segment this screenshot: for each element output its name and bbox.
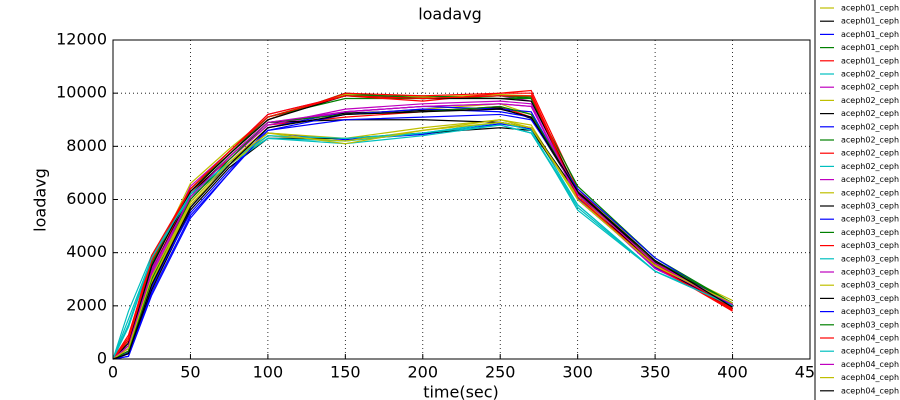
legend-label: aceph03_ceph [841, 268, 899, 277]
legend-label: aceph03_ceph [841, 254, 899, 263]
legend-label: aceph03_ceph [841, 320, 899, 329]
x-tick-label: 200 [408, 363, 439, 382]
legend-label: aceph02_ceph [841, 96, 899, 105]
series-line [112, 123, 733, 360]
legend-label: aceph01_ceph [841, 43, 899, 52]
legend: aceph01_cephaceph01_cephaceph01_cephacep… [814, 0, 900, 400]
chart-title: loadavg [418, 5, 482, 24]
x-tick-label: 100 [253, 363, 284, 382]
legend-label: aceph03_ceph [841, 215, 899, 224]
series-line [112, 119, 733, 360]
y-axis-label: loadavg [31, 168, 50, 232]
legend-label: aceph02_ceph [841, 188, 899, 197]
series-line [112, 113, 733, 360]
y-tick-label: 8000 [66, 136, 107, 155]
legend-label: aceph04_ceph [841, 373, 899, 382]
y-tick-label: 2000 [66, 295, 107, 314]
legend-label: aceph04_ceph [841, 360, 899, 369]
plot-frame [112, 39, 811, 360]
x-tick-label: 250 [485, 363, 516, 382]
series-line [112, 124, 733, 360]
series-line [112, 121, 733, 360]
legend-label: aceph04_ceph [841, 347, 899, 356]
legend-box [814, 0, 900, 400]
legend-label: aceph02_ceph [841, 70, 899, 79]
legend-label: aceph03_ceph [841, 202, 899, 211]
legend-label: aceph02_ceph [841, 149, 899, 158]
y-tick-label: 6000 [66, 189, 107, 208]
legend-label: aceph03_ceph [841, 307, 899, 316]
legend-label: aceph01_ceph [841, 17, 899, 26]
series-line [112, 107, 733, 360]
series-line [112, 108, 733, 360]
x-tick-label: 350 [640, 363, 671, 382]
legend-label: aceph01_ceph [841, 4, 899, 13]
legend-label: aceph02_ceph [841, 83, 899, 92]
legend-label: aceph02_ceph [841, 162, 899, 171]
x-tick-label: 150 [330, 363, 361, 382]
legend-label: aceph02_ceph [841, 175, 899, 184]
legend-label: aceph02_ceph [841, 109, 899, 118]
y-tick-label: 12000 [56, 30, 107, 49]
legend-label: aceph03_ceph [841, 241, 899, 250]
legend-label: aceph04_ceph [841, 386, 899, 395]
series-line [112, 119, 733, 360]
series-line [112, 95, 733, 360]
legend-label: aceph02_ceph [841, 136, 899, 145]
y-tick-label: 10000 [56, 83, 107, 102]
y-tick-label: 4000 [66, 242, 107, 261]
legend-label: aceph01_ceph [841, 56, 899, 65]
y-tick-label: 0 [97, 349, 107, 368]
x-tick-label: 50 [180, 363, 200, 382]
x-axis-label: time(sec) [423, 383, 499, 400]
series-line [112, 119, 733, 360]
legend-label: aceph03_ceph [841, 281, 899, 290]
x-tick-label: 400 [717, 363, 748, 382]
x-tick-label: 0 [108, 363, 118, 382]
legend-label: aceph02_ceph [841, 122, 899, 131]
x-tick-label: 300 [562, 363, 593, 382]
legend-label: aceph04_ceph [841, 334, 899, 343]
legend-label: aceph03_ceph [841, 228, 899, 237]
legend-label: aceph01_ceph [841, 30, 899, 39]
legend-label: aceph03_ceph [841, 294, 899, 303]
series-line [112, 95, 733, 360]
series-line [112, 103, 733, 360]
